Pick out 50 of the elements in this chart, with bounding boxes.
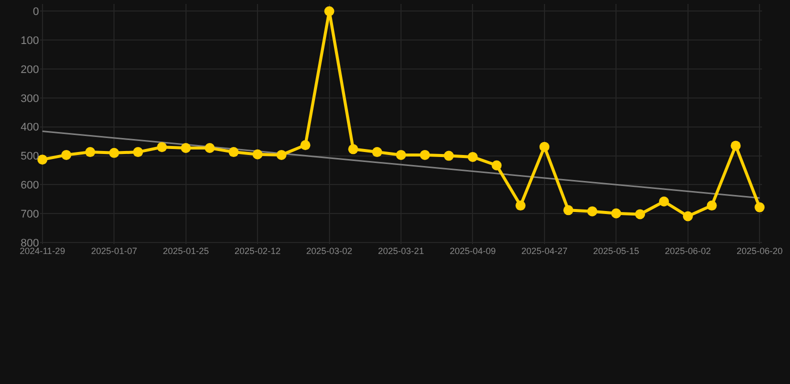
x-tick-label: 2025-03-21 xyxy=(378,246,424,256)
point xyxy=(276,150,286,160)
y-tick-label: 500 xyxy=(20,150,39,163)
point xyxy=(658,196,669,206)
x-tick-label: 2025-04-27 xyxy=(521,246,568,256)
point xyxy=(563,205,574,216)
y-tick-label: 200 xyxy=(20,64,39,76)
point xyxy=(372,147,382,158)
x-tick-label: 2025-06-02 xyxy=(664,246,711,256)
x-tick-label: 2025-05-15 xyxy=(593,246,640,256)
point xyxy=(420,150,430,160)
point xyxy=(754,202,765,212)
y-tick-label: 600 xyxy=(20,180,39,192)
x-tick-label: 2025-01-25 xyxy=(162,246,209,256)
point xyxy=(180,143,191,153)
point xyxy=(611,208,622,218)
point xyxy=(587,206,598,216)
x-tick-label: 2025-01-07 xyxy=(91,246,138,256)
point xyxy=(539,142,550,152)
point xyxy=(252,149,263,160)
point xyxy=(204,143,215,153)
point xyxy=(133,147,144,158)
point xyxy=(109,148,120,158)
point xyxy=(444,150,454,161)
y-tick-label: 0 xyxy=(32,6,39,18)
y-tick-label: 100 xyxy=(20,34,39,47)
point xyxy=(85,147,96,158)
point xyxy=(37,154,48,165)
point xyxy=(61,150,72,160)
point xyxy=(156,142,167,152)
y-tick-label: 700 xyxy=(20,208,39,220)
point xyxy=(682,211,693,222)
x-tick-label: 2025-06-20 xyxy=(736,246,783,256)
point xyxy=(706,200,717,211)
point xyxy=(324,6,334,16)
point xyxy=(635,209,646,220)
x-tick-label: 2025-02-12 xyxy=(234,246,281,256)
point xyxy=(396,150,406,160)
point xyxy=(300,140,310,150)
point xyxy=(468,152,478,162)
x-tick-label: 2025-03-02 xyxy=(306,246,352,256)
x-tick-label: 2024-11-29 xyxy=(20,246,66,256)
point xyxy=(730,140,741,151)
y-tick-label: 300 xyxy=(20,92,39,105)
x-tick-label: 2025-04-09 xyxy=(450,246,496,256)
point xyxy=(492,160,502,170)
y-tick-label: 400 xyxy=(20,122,39,134)
point xyxy=(348,144,358,154)
point xyxy=(228,147,239,158)
point xyxy=(516,200,526,211)
